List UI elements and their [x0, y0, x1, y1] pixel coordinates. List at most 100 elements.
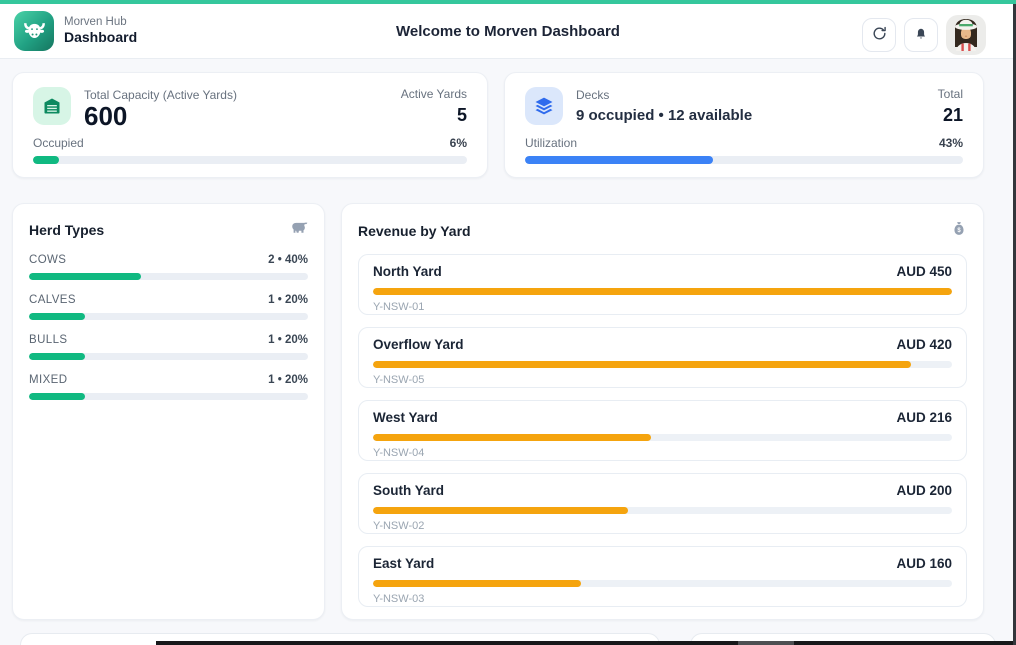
decks-total-value: 21: [942, 105, 963, 125]
decks-status: 9 occupied • 12 available: [576, 107, 753, 124]
herd-row-fill: [29, 313, 85, 320]
farmer-avatar-image: [946, 15, 986, 55]
header: Morven Hub Dashboard Welcome to Morven D…: [0, 4, 1016, 59]
herd-row-value: 1 • 20%: [268, 334, 308, 346]
utilization-label: Utilization: [525, 136, 578, 150]
decks-total-label: Total: [937, 87, 963, 101]
utilization-percent: 43%: [938, 136, 963, 150]
horizontal-scrollbar[interactable]: [156, 641, 1016, 645]
herd-row-label: MIXED: [29, 374, 68, 386]
revenue-by-yard-card: Revenue by Yard $ North Yard AUD 450 Y-N…: [341, 203, 984, 620]
herd-row-label: BULLS: [29, 334, 68, 346]
decks-card: Decks 9 occupied • 12 available Total 21…: [504, 72, 984, 178]
top-accent-bar: [0, 0, 1016, 4]
app-section: Dashboard: [64, 29, 138, 46]
yard-revenue-item: West Yard AUD 216 Y-NSW-04: [358, 400, 967, 461]
yard-code: Y-NSW-02: [373, 520, 425, 532]
yard-revenue-fill: [373, 434, 651, 441]
header-actions: [862, 15, 986, 55]
money-bag-icon: $: [951, 220, 967, 242]
herd-row: COWS 2 • 40%: [29, 254, 308, 280]
yard-revenue-fill: [373, 507, 628, 514]
occupied-progress-track: [33, 156, 467, 164]
yard-name: Overflow Yard: [373, 337, 464, 352]
yard-amount: AUD 420: [896, 337, 952, 352]
occupied-progress-fill: [33, 156, 60, 164]
herd-types-card: Herd Types COWS 2 • 40% CALVES 1 • 20%: [12, 203, 325, 620]
avatar[interactable]: [946, 15, 986, 55]
herd-types-title: Herd Types: [29, 222, 105, 238]
window-right-edge: [1013, 4, 1016, 645]
utilization-progress-track: [525, 156, 963, 164]
yard-code: Y-NSW-01: [373, 301, 425, 313]
herd-row-value: 1 • 20%: [268, 374, 308, 386]
herd-row-value: 2 • 40%: [268, 254, 308, 266]
active-yards-label: Active Yards: [400, 87, 467, 101]
warehouse-icon: [33, 87, 71, 125]
svg-text:$: $: [957, 228, 961, 234]
yard-revenue-item: Overflow Yard AUD 420 Y-NSW-05: [358, 327, 967, 388]
herd-row-track: [29, 353, 308, 360]
capacity-card: Total Capacity (Active Yards) 600 Active…: [12, 72, 488, 178]
summary-row: Total Capacity (Active Yards) 600 Active…: [12, 72, 984, 178]
herd-row-label: COWS: [29, 254, 67, 266]
herd-row-track: [29, 273, 308, 280]
herd-row-fill: [29, 273, 141, 280]
decks-label: Decks: [576, 88, 610, 102]
capacity-side: Active Yards 5: [401, 87, 467, 126]
yard-amount: AUD 200: [896, 483, 952, 498]
yard-revenue-item: North Yard AUD 450 Y-NSW-01: [358, 254, 967, 315]
decks-main: Decks 9 occupied • 12 available: [576, 87, 752, 124]
brand: Morven Hub Dashboard: [14, 11, 137, 51]
herd-row: BULLS 1 • 20%: [29, 334, 308, 360]
yard-revenue-item: East Yard AUD 160 Y-NSW-03: [358, 546, 967, 607]
revenue-title: Revenue by Yard: [358, 223, 471, 239]
capacity-main: Total Capacity (Active Yards) 600: [84, 87, 237, 132]
yard-revenue-track: [373, 507, 952, 514]
yard-revenue-track: [373, 288, 952, 295]
herd-row-value: 1 • 20%: [268, 294, 308, 306]
herd-row-label: CALVES: [29, 294, 76, 306]
occupied-percent: 6%: [449, 136, 467, 150]
layers-icon: [525, 87, 563, 125]
yard-revenue-fill: [373, 288, 952, 295]
yard-revenue-track: [373, 580, 952, 587]
utilization-progress: Utilization 43%: [525, 136, 963, 164]
yard-name: East Yard: [373, 556, 435, 571]
yard-code: Y-NSW-05: [373, 374, 425, 386]
notifications-button[interactable]: [904, 18, 938, 52]
herd-row: MIXED 1 • 20%: [29, 374, 308, 400]
yard-amount: AUD 216: [896, 410, 952, 425]
bell-icon: [913, 26, 929, 45]
active-yards-value: 5: [456, 105, 467, 125]
scrollbar-thumb[interactable]: [738, 641, 794, 645]
utilization-progress-fill: [525, 156, 714, 164]
herd-row-track: [29, 313, 308, 320]
app-name: Morven Hub: [64, 16, 127, 29]
capacity-label: Total Capacity (Active Yards): [84, 88, 237, 102]
yard-revenue-track: [373, 434, 952, 441]
yard-revenue-item: South Yard AUD 200 Y-NSW-02: [358, 473, 967, 534]
capacity-value: 600: [84, 101, 128, 131]
cow-icon: [290, 220, 308, 240]
yard-revenue-track: [373, 361, 952, 368]
herd-row-fill: [29, 393, 85, 400]
herd-row-fill: [29, 353, 85, 360]
yard-revenue-fill: [373, 580, 582, 587]
herd-row-track: [29, 393, 308, 400]
yard-amount: AUD 450: [896, 264, 952, 279]
occupied-progress: Occupied 6%: [33, 136, 467, 164]
yard-name: South Yard: [373, 483, 445, 498]
brand-text: Morven Hub Dashboard: [64, 15, 137, 47]
decks-side: Total 21: [938, 87, 963, 126]
yard-code: Y-NSW-03: [373, 593, 425, 605]
herd-row: CALVES 1 • 20%: [29, 294, 308, 320]
occupied-label: Occupied: [33, 136, 84, 150]
refresh-button[interactable]: [862, 18, 896, 52]
bull-icon: [14, 11, 54, 51]
yard-amount: AUD 160: [896, 556, 952, 571]
refresh-icon: [871, 25, 888, 45]
yard-code: Y-NSW-04: [373, 447, 425, 459]
yard-revenue-fill: [373, 361, 912, 368]
